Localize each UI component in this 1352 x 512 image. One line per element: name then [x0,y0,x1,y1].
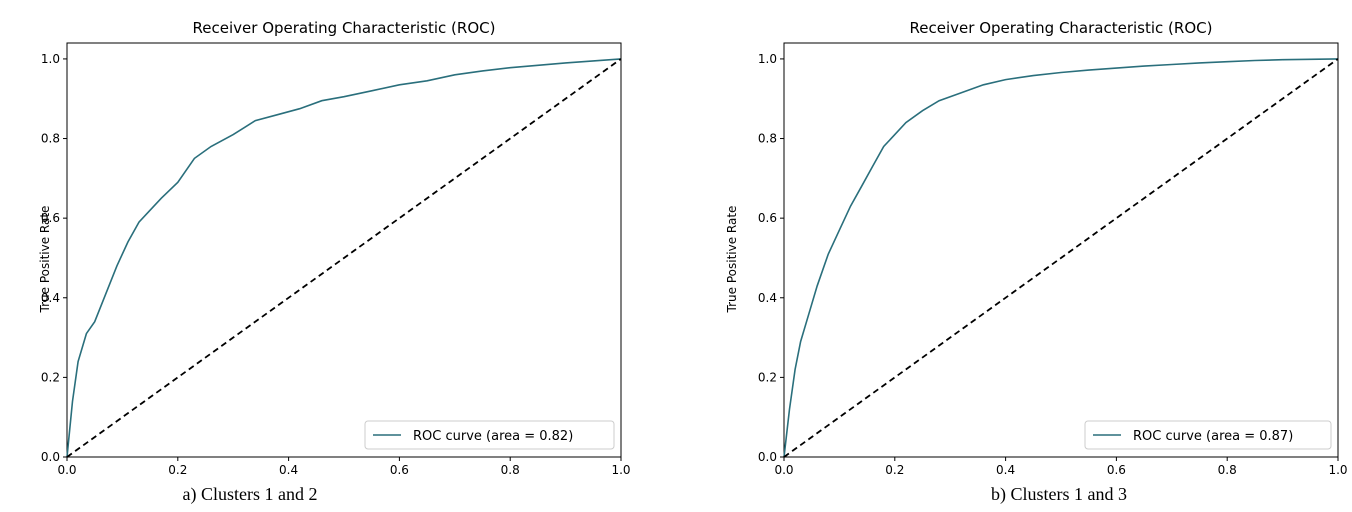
chance-diagonal-line [783,58,1339,458]
x-tick-label: 0.8 [1218,463,1237,477]
panel-caption: b) Clusters 1 and 3 [991,484,1127,505]
x-tick-label: 0.6 [1107,463,1126,477]
legend-label: ROC curve (area = 0.82) [413,429,573,444]
y-tick-label: 0.6 [41,211,60,225]
y-axis-label: True Positive Rate [38,206,52,314]
y-axis: 0.0 0.2 0.4 0.6 0.8 1.0 [758,52,784,464]
roc-curve-line [66,58,622,458]
chart-title: Receiver Operating Characteristic (ROC) [193,19,496,37]
y-tick-label: 0.8 [41,132,60,146]
x-tick-label: 0.2 [885,463,904,477]
y-tick-label: 1.0 [41,52,60,66]
x-axis: 0.0 0.2 0.4 0.6 0.8 1.0 [57,457,631,477]
y-tick-label: 0.4 [758,291,777,305]
x-axis: 0.0 0.2 0.4 0.6 0.8 1.0 [774,457,1348,477]
x-tick-label: 0.0 [774,463,793,477]
chance-diagonal-line [66,58,622,458]
x-tick-label: 1.0 [1328,463,1347,477]
x-tick-label: 0.4 [996,463,1015,477]
y-tick-label: 0.2 [41,370,60,384]
series-layer [66,58,622,458]
legend: ROC curve (area = 0.87) [1084,420,1332,450]
y-tick-label: 0.0 [41,450,60,464]
x-tick-label: 0.4 [279,463,298,477]
x-tick-label: 0.6 [390,463,409,477]
legend: ROC curve (area = 0.82) [364,420,615,450]
roc-curve-line [783,58,1339,458]
legend-box [1084,420,1332,450]
x-tick-label: 0.0 [57,463,76,477]
y-axis-label: True Positive Rate [725,206,739,314]
x-tick-label: 0.2 [168,463,187,477]
y-tick-label: 1.0 [758,52,777,66]
y-tick-label: 0.4 [41,291,60,305]
y-tick-label: 0.0 [758,450,777,464]
legend-box [364,420,615,450]
y-tick-label: 0.6 [758,211,777,225]
roc-chart-a: Receiver Operating Characteristic (ROC) … [38,19,631,505]
y-axis: 0.0 0.2 0.4 0.6 0.8 1.0 [41,52,67,464]
series-layer [783,58,1339,458]
roc-chart-b: Receiver Operating Characteristic (ROC) … [725,19,1348,505]
x-tick-label: 0.8 [501,463,520,477]
plot-area [66,42,622,458]
plot-area [783,42,1339,458]
y-tick-label: 0.2 [758,370,777,384]
x-tick-label: 1.0 [611,463,630,477]
panel-caption: a) Clusters 1 and 2 [183,484,318,505]
legend-label: ROC curve (area = 0.87) [1133,429,1293,444]
chart-title: Receiver Operating Characteristic (ROC) [910,19,1213,37]
y-tick-label: 0.8 [758,132,777,146]
